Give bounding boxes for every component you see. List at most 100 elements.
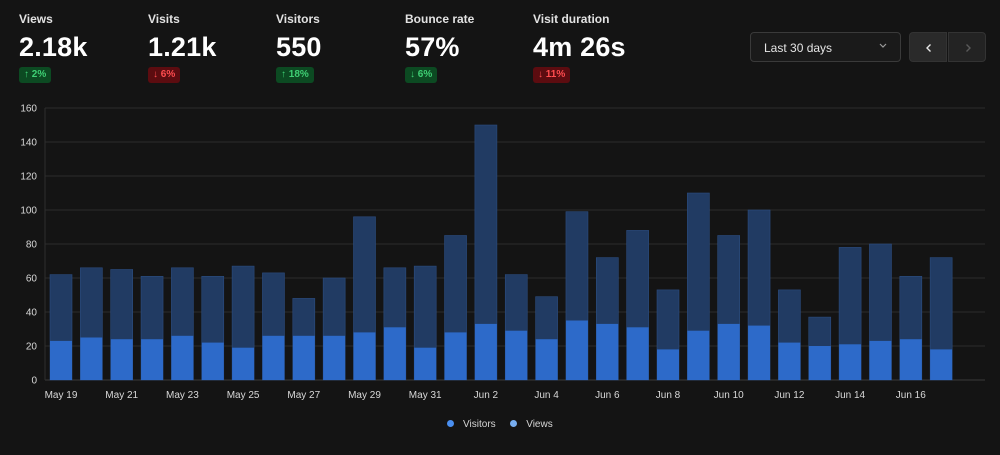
y-tick-label: 160 — [20, 104, 37, 115]
bar-visitors[interactable] — [717, 323, 740, 380]
bar-visitors[interactable] — [474, 323, 497, 380]
bar-visitors[interactable] — [899, 339, 922, 380]
bar-visitors[interactable] — [353, 332, 376, 380]
metric-value: 57% — [405, 32, 460, 62]
legend-dot-icon — [447, 420, 455, 427]
bar-visitors[interactable] — [50, 340, 72, 380]
change-value: 18% — [288, 69, 309, 80]
bar-visitors[interactable] — [869, 340, 892, 380]
x-tick-label: Jun 4 — [534, 390, 559, 401]
legend-item-views[interactable]: Views — [510, 419, 553, 430]
bar-visitors[interactable] — [505, 330, 528, 380]
y-tick-label: 120 — [20, 172, 37, 183]
metric-visitors[interactable]: Visitors 550 ↑ 18% — [276, 12, 322, 83]
bar-visitors[interactable] — [262, 335, 285, 380]
x-tick-label: Jun 8 — [656, 390, 681, 401]
chevron-right-icon — [966, 44, 971, 52]
metric-visits[interactable]: Visits 1.21k ↓ 6% — [148, 12, 217, 83]
change-badge: ↑ 18% — [276, 67, 314, 83]
y-tick-label: 100 — [20, 206, 37, 217]
period-navigation — [909, 32, 986, 62]
bar-visitors[interactable] — [292, 335, 315, 380]
next-period-button[interactable] — [948, 32, 986, 62]
bar-visitors[interactable] — [657, 349, 679, 380]
metric-views[interactable]: Views 2.18k ↑ 2% — [19, 12, 88, 83]
x-tick-label: Jun 6 — [595, 390, 620, 401]
bar-visitors[interactable] — [535, 339, 558, 380]
bar-visitors[interactable] — [232, 347, 255, 380]
change-value: 6% — [417, 69, 433, 80]
y-tick-label: 20 — [26, 342, 38, 353]
bar-visitors[interactable] — [748, 325, 771, 380]
y-tick-label: 40 — [26, 308, 38, 319]
legend-dot-icon — [510, 420, 518, 427]
bar-visitors[interactable] — [414, 347, 437, 380]
x-tick-label: May 23 — [166, 390, 199, 401]
x-tick-label: Jun 12 — [774, 390, 804, 401]
chart-legend: Visitors Views — [0, 419, 1000, 430]
x-tick-label: May 21 — [105, 390, 138, 401]
bar-visitors[interactable] — [626, 327, 649, 380]
y-tick-label: 0 — [31, 376, 37, 387]
y-tick-label: 60 — [26, 274, 38, 285]
bar-visitors[interactable] — [171, 335, 194, 380]
bar-visitors[interactable] — [383, 327, 406, 380]
x-tick-label: Jun 14 — [835, 390, 865, 401]
bar-visitors[interactable] — [687, 330, 710, 380]
legend-label: Views — [526, 419, 553, 430]
metric-value: 2.18k — [19, 32, 88, 62]
x-tick-label: Jun 16 — [896, 390, 926, 401]
legend-label: Visitors — [463, 419, 496, 430]
arrow-up-icon: ↑ — [281, 69, 286, 80]
arrow-down-icon: ↓ — [538, 69, 543, 80]
legend-item-visitors[interactable]: Visitors — [447, 419, 496, 430]
views-visitors-bar-chart: 0 20 40 60 80 100 120 140 160 May 19 May 21 May 23 M… — [20, 104, 985, 401]
y-tick-label: 80 — [26, 240, 38, 251]
x-tick-label: May 31 — [409, 390, 442, 401]
bar-visitors[interactable] — [201, 342, 224, 380]
previous-period-button[interactable] — [909, 32, 947, 62]
bar-visitors[interactable] — [565, 320, 588, 381]
metric-value: 550 — [276, 32, 322, 62]
metric-label: Bounce rate — [405, 12, 475, 26]
bar-visitors[interactable] — [778, 342, 801, 380]
metric-value: 1.21k — [148, 32, 217, 62]
change-badge: ↑ 2% — [19, 67, 52, 83]
change-badge: ↓ 11% — [533, 67, 571, 83]
bar-visitors[interactable] — [323, 335, 346, 380]
bar-visitors[interactable] — [930, 349, 953, 380]
bar-visitors[interactable] — [141, 339, 164, 380]
bar-visitors[interactable] — [808, 346, 831, 380]
date-range-value: Last 30 days — [764, 41, 833, 55]
metric-value: 4m 26s — [533, 32, 626, 62]
bar-visitors[interactable] — [444, 332, 467, 380]
x-tick-label: Jun 2 — [474, 390, 499, 401]
metric-label: Views — [19, 12, 53, 26]
bar-visitors[interactable] — [80, 337, 103, 381]
metric-bounce-rate[interactable]: Bounce rate 57% ↓ 6% — [405, 12, 474, 83]
change-value: 2% — [31, 69, 47, 80]
chevron-down-icon — [879, 43, 887, 48]
date-range-select[interactable]: Last 30 days — [750, 32, 901, 62]
change-badge: ↓ 6% — [405, 67, 438, 83]
arrow-down-icon: ↓ — [153, 69, 158, 80]
change-badge: ↓ 6% — [148, 67, 181, 83]
metric-visit-duration[interactable]: Visit duration 4m 26s ↓ 11% — [533, 12, 626, 83]
x-tick-label: May 25 — [227, 390, 260, 401]
arrow-down-icon: ↓ — [410, 69, 415, 80]
change-value: 6% — [160, 69, 176, 80]
bar-visitors[interactable] — [110, 339, 133, 380]
y-tick-label: 140 — [20, 138, 37, 149]
x-tick-label: May 19 — [45, 390, 78, 401]
chevron-left-icon — [926, 44, 931, 52]
metric-label: Visits — [148, 12, 180, 26]
arrow-up-icon: ↑ — [24, 69, 29, 80]
x-tick-label: May 29 — [348, 390, 381, 401]
x-tick-label: May 27 — [287, 390, 320, 401]
bar-visitors[interactable] — [839, 344, 862, 380]
metric-label: Visit duration — [533, 12, 610, 26]
metric-label: Visitors — [276, 12, 320, 26]
x-tick-label: Jun 10 — [714, 390, 744, 401]
change-value: 11% — [545, 69, 566, 80]
bar-visitors[interactable] — [596, 323, 619, 380]
